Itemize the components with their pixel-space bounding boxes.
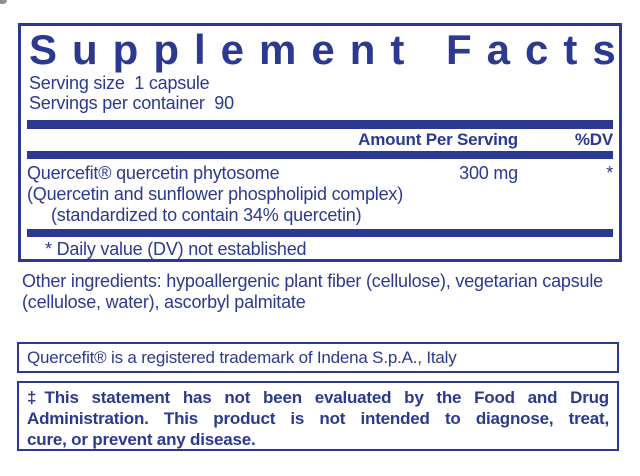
ingredient-detail-line: (standardized to contain 34% quercetin) [51, 205, 362, 225]
separator-bar-middle [27, 151, 613, 159]
servings-per-container-line: Servings per container 90 [29, 93, 234, 113]
percent-dv-header: %DV [574, 129, 613, 149]
supplement-facts-panel: Supplement Facts Serving size 1 capsule … [18, 23, 622, 262]
column-header-row: Amount Per Serving %DV [27, 129, 613, 150]
separator-bar-top [27, 120, 613, 129]
ingredient-dv: * [606, 163, 613, 183]
scan-artifact [0, 0, 7, 4]
ingredient-row: Quercefit® quercetin phytosome 300 mg * … [27, 163, 613, 226]
supplement-facts-title: Supplement Facts [29, 26, 631, 73]
dv-footnote: * Daily value (DV) not established [45, 239, 307, 259]
fda-disclaimer-box: ‡This statement has not been evaluated b… [17, 381, 619, 451]
fda-disclaimer-line: cure, or prevent any disease. [27, 430, 256, 449]
amount-per-serving-header: Amount Per Serving [358, 129, 518, 149]
other-ingredients-line: Other ingredients: hypoallergenic plant … [22, 271, 603, 291]
trademark-notice-box: Quercefit® is a registered trademark of … [17, 342, 619, 373]
other-ingredients-line: (cellulose, water), ascorbyl palmitate [22, 292, 306, 312]
ingredient-detail-line: (Quercetin and sunflower phospholipid co… [27, 184, 404, 204]
fda-disclaimer-line: Administration. This product is not inte… [27, 409, 609, 428]
trademark-notice-text: Quercefit® is a registered trademark of … [27, 347, 457, 367]
separator-bar-bottom [27, 229, 613, 237]
other-ingredients-text: Other ingredients: hypoallergenic plant … [22, 271, 622, 313]
serving-size-line: Serving size 1 capsule [29, 73, 210, 93]
ingredient-main-line: Quercefit® quercetin phytosome 300 mg * [27, 163, 613, 184]
ingredient-name: Quercefit® quercetin phytosome [27, 163, 280, 183]
fda-disclaimer-line: ‡This statement has not been evaluated b… [27, 388, 609, 407]
ingredient-amount: 300 mg [459, 163, 518, 183]
